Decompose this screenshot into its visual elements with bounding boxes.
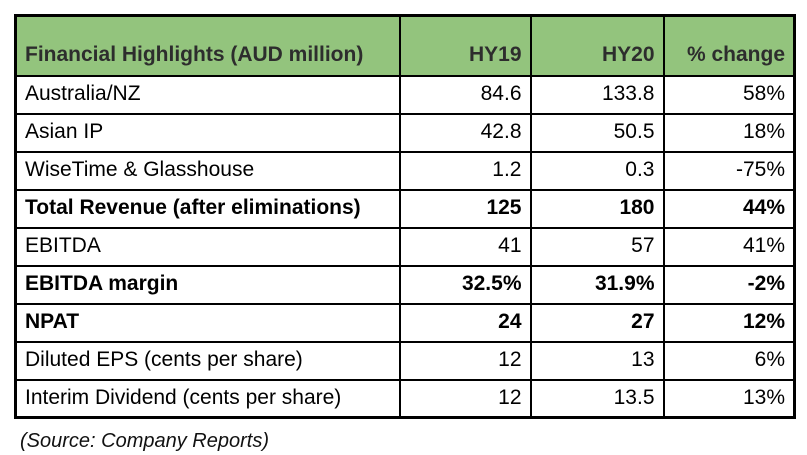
financial-highlights-table: Financial Highlights (AUD million) HY19 …	[14, 14, 796, 419]
table-row: WiseTime & Glasshouse 1.2 0.3 -75%	[14, 150, 796, 191]
hy19-value: 32.5%	[398, 264, 532, 305]
row-label: Asian IP	[14, 112, 401, 153]
source-note: (Source: Company Reports)	[20, 430, 269, 452]
hy19-value: 12	[398, 340, 532, 381]
row-label: Interim Dividend (cents per share)	[14, 378, 401, 419]
table-title: Financial Highlights (AUD million)	[14, 14, 401, 77]
hy20-value: 27	[529, 302, 665, 343]
table-row-npat: NPAT 24 27 12%	[14, 302, 796, 343]
hy19-value: 42.8	[398, 112, 532, 153]
row-label: WiseTime & Glasshouse	[14, 150, 401, 191]
change-value: 44%	[662, 188, 796, 229]
hy20-value: 13.5	[529, 378, 665, 419]
table-row: EBITDA 41 57 41%	[14, 226, 796, 267]
table-row: Australia/NZ 84.6 133.8 58%	[14, 74, 796, 115]
hy19-value: 41	[398, 226, 532, 267]
table-row-ebitda-margin: EBITDA margin 32.5% 31.9% -2%	[14, 264, 796, 305]
hy19-value: 1.2	[398, 150, 532, 191]
hy20-value: 180	[529, 188, 665, 229]
change-value: 41%	[662, 226, 796, 267]
hy20-value: 133.8	[529, 74, 665, 115]
hy20-value: 50.5	[529, 112, 665, 153]
row-label: Diluted EPS (cents per share)	[14, 340, 401, 381]
change-value: 58%	[662, 74, 796, 115]
change-value: -2%	[662, 264, 796, 305]
change-value: -75%	[662, 150, 796, 191]
table-row: Asian IP 42.8 50.5 18%	[14, 112, 796, 153]
hy19-value: 125	[398, 188, 532, 229]
hy20-value: 31.9%	[529, 264, 665, 305]
change-value: 6%	[662, 340, 796, 381]
col-header-hy19: HY19	[398, 14, 532, 77]
row-label: NPAT	[14, 302, 401, 343]
row-label: EBITDA	[14, 226, 401, 267]
hy19-value: 12	[398, 378, 532, 419]
hy20-value: 57	[529, 226, 665, 267]
table-row-total-revenue: Total Revenue (after eliminations) 125 1…	[14, 188, 796, 229]
col-header-percent-change: % change	[662, 14, 796, 77]
hy19-value: 84.6	[398, 74, 532, 115]
row-label: EBITDA margin	[14, 264, 401, 305]
hy19-value: 24	[398, 302, 532, 343]
row-label: Australia/NZ	[14, 74, 401, 115]
col-header-hy20: HY20	[529, 14, 665, 77]
change-value: 13%	[662, 378, 796, 419]
table-row: Diluted EPS (cents per share) 12 13 6%	[14, 340, 796, 381]
change-value: 18%	[662, 112, 796, 153]
hy20-value: 0.3	[529, 150, 665, 191]
table-row: Interim Dividend (cents per share) 12 13…	[14, 378, 796, 419]
hy20-value: 13	[529, 340, 665, 381]
row-label: Total Revenue (after eliminations)	[14, 188, 401, 229]
table-header-row: Financial Highlights (AUD million) HY19 …	[14, 14, 796, 77]
change-value: 12%	[662, 302, 796, 343]
